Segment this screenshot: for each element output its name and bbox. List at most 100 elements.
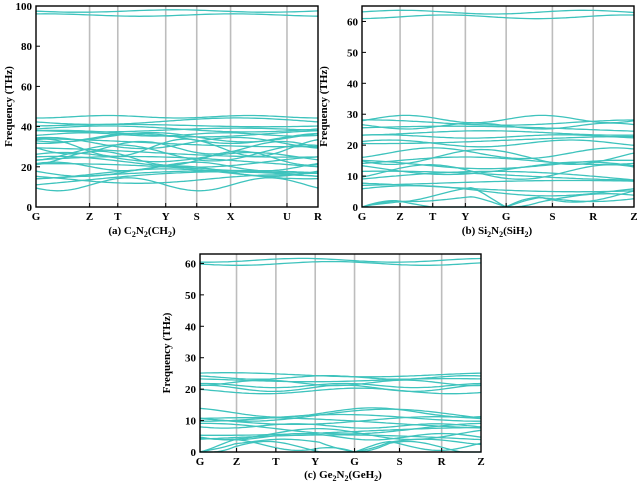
phonon-band-line (199, 407, 482, 418)
y-tick-label: 40 (21, 122, 33, 134)
kpoint-label: Z (396, 211, 403, 223)
phonon-band-line (361, 148, 635, 166)
y-tick-label: 20 (347, 140, 359, 152)
phonon-band-line (35, 132, 319, 137)
phonon-band-line (361, 125, 635, 132)
phonon-band-line (362, 135, 635, 145)
phonon-band-line (35, 138, 319, 157)
panel-caption: (b) Si2N2(SiH2) (462, 225, 533, 239)
phonon-band-line (361, 139, 635, 148)
phonon-band-line (35, 168, 319, 180)
phonon-band-line (35, 155, 319, 168)
kpoint-label: S (194, 211, 200, 223)
panel-caption: (c) Ge2N2(GeH2) (304, 469, 382, 483)
phonon-band-line (199, 377, 481, 383)
y-axis-label: Frequency (THz) (3, 66, 15, 147)
phonon-band-line (199, 416, 482, 426)
kpoint-label: G (502, 211, 511, 223)
y-tick-label: 30 (347, 109, 359, 121)
y-tick-label: 50 (185, 290, 197, 302)
phonon-band-line (200, 382, 482, 389)
kpoint-label: Z (477, 456, 484, 468)
phonon-band-line (361, 114, 635, 124)
flat-band-line (361, 9, 635, 15)
phonon-band-line (361, 164, 635, 180)
phonon-band-line (36, 114, 318, 119)
plot-frame (199, 253, 482, 453)
kpoint-label: R (438, 456, 447, 468)
phonon-band-line (200, 422, 482, 435)
phonon-band-line (35, 161, 319, 172)
kpoint-label: S (396, 456, 402, 468)
y-tick-label: 80 (21, 41, 33, 53)
phonon-band-line (199, 427, 482, 441)
y-tick-label: 40 (347, 78, 359, 90)
kpoint-label: S (549, 211, 555, 223)
y-tick-label: 60 (347, 16, 359, 28)
kpoint-label: R (589, 211, 598, 223)
flat-band-line (36, 13, 319, 17)
phonon-band-line (199, 387, 482, 395)
flat-band-line (35, 9, 319, 13)
kpoint-label: Y (311, 456, 319, 468)
phonon-band-line (361, 147, 635, 160)
kpoint-label: T (272, 456, 280, 468)
phonon-band-line (35, 125, 319, 133)
kpoint-label: U (283, 211, 291, 223)
phonon-band-line (361, 187, 635, 208)
panel-c: 0 10 20 30 40 50 60 G Z T Y G S R Z Frequency (THz) (c) … (161, 253, 485, 483)
kpoint-label: G (32, 211, 41, 223)
flat-band-line (199, 260, 482, 266)
panel-a: 0 20 40 60 80 100 G Z T Y S X U R Frequency (THz) (a) C… (3, 1, 323, 239)
phonon-band-line (35, 117, 319, 126)
kpoint-label: Z (86, 211, 93, 223)
y-axis-label: Frequency (THz) (161, 312, 173, 393)
y-axis-label: Frequency (THz) (318, 66, 330, 147)
phonon-band-line (361, 130, 634, 136)
y-tick-label: 100 (16, 1, 33, 13)
phonon-band-line (199, 426, 481, 436)
y-tick-label: 50 (347, 47, 359, 59)
kpoint-label: Y (162, 211, 170, 223)
y-tick-label: 40 (185, 321, 197, 333)
phonon-band-line (199, 432, 482, 441)
phonon-band-line (199, 417, 482, 429)
y-tick-label: 20 (21, 162, 33, 174)
phonon-band-line (35, 129, 319, 138)
kpoint-label: G (196, 456, 205, 468)
kpoint-label: T (429, 211, 437, 223)
phonon-band-line (199, 438, 482, 453)
y-tick-label: 20 (185, 384, 197, 396)
phonon-band-line (35, 127, 319, 133)
phonon-band-line (35, 140, 319, 155)
kpoint-label: G (358, 211, 367, 223)
phonon-band-line (199, 423, 482, 429)
phonon-band-line (35, 165, 319, 177)
phonon-band-line (200, 413, 481, 422)
y-tick-label: 30 (185, 353, 197, 365)
plot-frame (361, 5, 635, 208)
phonon-band-line (361, 134, 635, 139)
phonon-band-line (361, 182, 635, 193)
phonon-band-line (35, 163, 318, 175)
phonon-band-line (361, 179, 635, 187)
y-tick-label: 0 (353, 202, 359, 214)
kpoint-label: Z (233, 456, 240, 468)
panel-caption: (a) C2N2(CH2) (108, 225, 176, 239)
kpoint-label: Y (461, 211, 469, 223)
panel-b: 0 10 20 30 40 50 60 G Z T Y G S R Z Frequency (THz) (b) … (318, 5, 637, 239)
phonon-band-line (199, 438, 482, 453)
phonon-band-line (35, 131, 319, 143)
y-tick-label: 0 (27, 202, 33, 214)
phonon-band-line (199, 408, 482, 422)
y-tick-label: 10 (185, 416, 197, 428)
y-tick-label: 0 (191, 447, 197, 459)
kpoint-label: Z (630, 211, 637, 223)
phonon-band-line (361, 156, 635, 166)
phonon-band-line (35, 144, 319, 162)
plot-frame (35, 5, 319, 208)
kpoint-label: R (314, 211, 323, 223)
y-tick-label: 60 (185, 258, 197, 270)
phonon-band-line (199, 372, 482, 378)
